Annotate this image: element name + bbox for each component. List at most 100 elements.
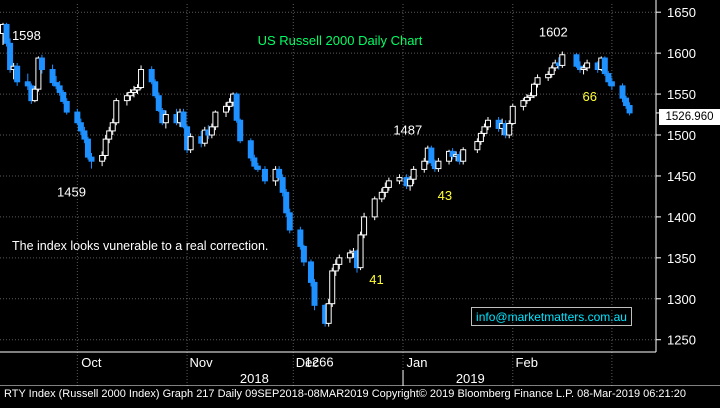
x-tick-label: Oct xyxy=(81,355,102,370)
candle-body xyxy=(109,122,116,132)
candle-body xyxy=(329,270,336,305)
candle-body xyxy=(84,138,91,158)
wave-count-label: 41 xyxy=(369,272,383,287)
candle-body xyxy=(336,257,343,265)
y-tick-label: 1550 xyxy=(667,87,696,102)
price-level-label: 1487 xyxy=(393,123,422,138)
y-tick-label: 1600 xyxy=(667,46,696,61)
y-tick-label: 1650 xyxy=(667,5,696,20)
candle-body xyxy=(623,97,630,107)
candle-body xyxy=(580,67,587,71)
chart-title: US Russell 2000 Daily Chart xyxy=(258,33,423,48)
candle-body xyxy=(283,191,290,214)
candle-body xyxy=(385,180,392,188)
wave-count-label: 66 xyxy=(582,89,596,104)
candle-body xyxy=(449,150,456,157)
candle-body xyxy=(31,88,38,102)
candle-body xyxy=(573,54,580,67)
candle-body xyxy=(286,212,293,231)
candle-body xyxy=(24,81,31,87)
candle-body xyxy=(233,93,240,121)
candle-body xyxy=(297,229,304,247)
candle-body xyxy=(180,111,187,128)
candle-body xyxy=(534,77,541,85)
candle-body xyxy=(63,100,70,113)
x-year-label: 2018 xyxy=(240,371,269,386)
candle-body xyxy=(113,100,120,124)
candle-body xyxy=(407,178,414,187)
candle-body xyxy=(484,119,491,128)
candle-body xyxy=(162,114,169,124)
price-level-label: 1598 xyxy=(12,28,41,43)
candle-body xyxy=(332,263,339,272)
candle-body xyxy=(226,101,233,107)
candle-body xyxy=(212,111,219,128)
candle-body xyxy=(506,123,513,136)
candle-body xyxy=(53,82,60,87)
candle-body xyxy=(3,23,10,44)
candle-body xyxy=(279,177,286,193)
candle-body xyxy=(523,96,530,102)
candle-body xyxy=(307,261,314,283)
chart-note: The index looks vunerable to a real corr… xyxy=(12,239,268,253)
candle-body xyxy=(134,87,141,91)
x-year-label: 2019 xyxy=(456,371,485,386)
x-tick-label: Jan xyxy=(407,355,428,370)
candle-body xyxy=(74,111,81,124)
price-level-label: 1459 xyxy=(57,185,86,200)
candle-body xyxy=(261,168,268,182)
candle-body xyxy=(361,216,368,236)
candle-body xyxy=(49,69,56,84)
footer-bar: RTY Index (Russell 2000 Index) Graph 217… xyxy=(0,386,720,403)
candle-body xyxy=(584,62,591,69)
candle-body xyxy=(102,138,109,156)
candle-body xyxy=(60,91,67,102)
price-level-label: 1266 xyxy=(305,355,334,370)
candle-body xyxy=(531,83,537,97)
y-tick-label: 1400 xyxy=(667,210,696,225)
candle-body xyxy=(311,281,318,306)
candle-body xyxy=(421,160,428,170)
candle-body xyxy=(520,100,527,107)
candle-body xyxy=(148,69,155,83)
candle-body xyxy=(548,67,555,75)
x-tick-label: Feb xyxy=(516,355,538,370)
candle-body xyxy=(527,95,534,98)
candle-body xyxy=(378,191,385,200)
candle-body xyxy=(123,95,130,102)
candle-body xyxy=(276,168,283,179)
candle-body xyxy=(187,136,194,151)
wave-count-label: 43 xyxy=(438,188,452,203)
candle-body xyxy=(152,81,159,97)
candle-body xyxy=(130,89,137,93)
candle-body xyxy=(208,126,215,136)
candle-body xyxy=(371,198,378,218)
candle-body xyxy=(77,122,84,132)
candle-body xyxy=(477,132,484,143)
candle-body xyxy=(14,65,21,83)
candle-body xyxy=(605,73,612,83)
y-tick-label: 1350 xyxy=(667,251,696,266)
candle-body xyxy=(138,69,145,89)
candle-body xyxy=(346,252,353,259)
watermark-email: info@marketmatters.com.au xyxy=(471,307,632,326)
candle-body xyxy=(382,186,389,193)
x-tick-label: Nov xyxy=(190,355,214,370)
candle-body xyxy=(474,141,481,151)
candle-body xyxy=(396,177,403,182)
candle-body xyxy=(56,85,63,93)
candle-body xyxy=(608,81,615,87)
candle-body xyxy=(460,149,467,162)
y-tick-label: 1500 xyxy=(667,128,696,143)
candle-body xyxy=(88,156,95,162)
axes: 1250 1300 1350 1400 1450 1500 1550 1600 1650 Oct N… xyxy=(0,0,720,387)
candle-body xyxy=(481,126,488,134)
candle-body xyxy=(99,154,106,162)
candle-body xyxy=(619,85,626,99)
candle-body xyxy=(237,119,244,142)
candle-body xyxy=(251,157,258,167)
y-tick-label: 1300 xyxy=(667,292,696,307)
candle-body xyxy=(155,95,162,111)
